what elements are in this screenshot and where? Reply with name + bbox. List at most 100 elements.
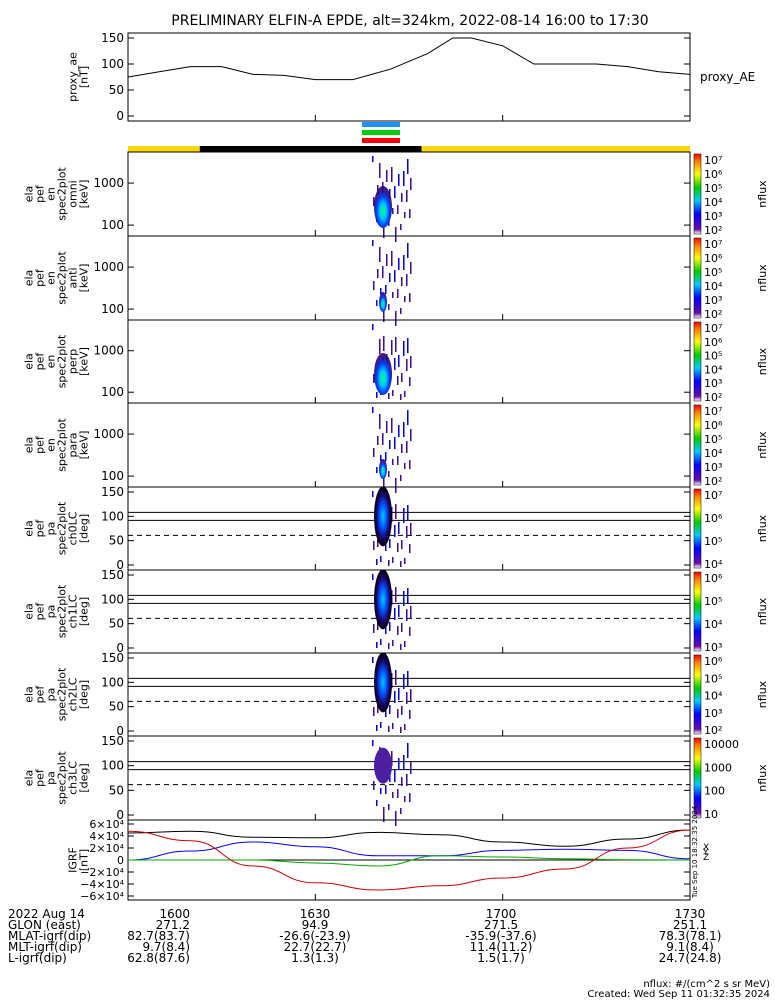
y-axis-label: elapefpaspec2plotch1LC[deg] [23,584,91,638]
spectrogram-pixel [379,247,381,262]
y-axis-label-line: spec2plot [56,667,69,721]
color-bar-label: 10⁴ [704,690,723,703]
spectrogram-pixel [377,704,379,713]
spectrogram-pixel [409,793,411,802]
spectrogram-pixel [403,422,405,437]
spectrogram-pixel [404,796,406,802]
igrf-series-2 [128,855,691,867]
spectrogram-pixel [391,418,393,433]
y-tick-label: 2×10⁴ [89,842,124,855]
spectrogram-pixel [403,591,405,606]
spectrogram-pixel [385,285,387,294]
y-axis-label-line: ela [23,437,36,454]
y-tick-label: 100 [101,759,124,773]
spectrogram-pixel [373,374,375,383]
y-axis-label-line: ch1LC [67,594,80,628]
y-tick-label: 50 [109,617,124,631]
created-stamp: Created: Wed Sep 11 01:32:35 2024 [587,989,770,1000]
footer-value: 251.1 [673,918,707,932]
spectrogram-pixel [397,456,399,465]
color-bar-label: 10⁶ [704,512,723,525]
y-axis-label: elapefpaspec2plotch3LC[deg] [23,751,91,805]
y-axis-label-line: [deg] [78,597,91,626]
color-bar-label: 10⁵ [704,535,722,548]
y-axis-label-line: ela [23,520,36,537]
color-bar [693,737,702,819]
y-tick-label: 0 [116,558,124,572]
y-axis-label-line: spec2plot [56,584,69,638]
color-bar-label: 10² [704,724,722,737]
y-axis-label: elapefenspec2plotomni[keV] [23,167,91,221]
spectrogram-pixel [398,522,400,534]
spectrogram-pixel [407,338,409,353]
color-bar-label: 10⁵ [704,182,722,195]
panel-9: IGRF[nT]6×10⁴4×10⁴2×10⁴0−2×10⁴−4×10⁴−6×1… [67,805,710,903]
footer-table: 2022 Aug 14 1600 1630 1700 1730 GLON (east) 27… [8,907,770,1000]
color-bar-title: nflux [756,264,769,292]
y-tick-label: 150 [101,568,124,582]
y-axis-label-line: spec2plot [56,501,69,555]
marker-green [362,130,400,135]
spectrogram-pixel [409,544,411,553]
spectrogram-pixel [391,751,393,766]
spectrogram-pixel [397,543,399,552]
y-axis-label-line: ela [23,603,36,620]
spectrogram-pixel [392,292,394,298]
spectrogram-pixel [377,269,379,278]
y-tick-label: 6×10⁴ [89,818,124,831]
spectrogram-pixel [409,377,411,386]
spectrogram-pixel [392,390,394,396]
spectrogram-pixel [409,209,411,218]
panel-2: elapefenspec2plotanti[keV] 100010010⁷10⁶1… [23,235,769,326]
spectrogram-pixel [397,289,399,298]
footer-row-label: 2022 Aug 14 [8,907,85,921]
color-bar-label: 10² [704,224,722,237]
color-bar-label: 10⁶ [704,168,723,181]
spectrogram-pixel [380,639,382,645]
spectrogram-pixel [372,657,374,663]
footer-value: -35.9(-37.6) [465,929,536,943]
color-bar-label: 10⁷ [704,489,722,502]
spectrogram-pixel [388,726,390,732]
spectrogram-pixel [397,205,399,214]
color-bar-label: 10⁵ [704,350,722,363]
y-axis-label-line: [deg] [78,514,91,543]
spectrogram-pixel [372,491,374,497]
spectrogram-pixel [409,627,411,636]
spectrogram-pixel [398,688,400,700]
y-axis-label-line: ch2LC [67,677,80,711]
spectrogram-pixel [383,474,385,489]
y-axis-label-line: [nT] [78,849,91,871]
spectrogram-pixel [397,376,399,385]
spectrogram-pixel [380,455,382,461]
y-tick-label: 100 [101,218,124,232]
y-axis-label-line: ch3LC [67,761,80,795]
y-axis-label-line: spec2plot [56,418,69,472]
y-axis-label-line: IGRF [67,847,80,873]
color-bar-label: 10² [704,475,722,488]
y-tick-label: 0 [117,854,124,867]
y-tick-label: 150 [101,31,124,45]
spectrogram-pixel [400,644,402,650]
figure-title: PRELIMINARY ELFIN-A EPDE, alt=324km, 202… [171,13,648,29]
color-bar-label: 10³ [704,210,722,223]
spectrogram-pixel [389,705,391,714]
spectrogram-pixel [389,622,391,631]
y-axis-label-line: [deg] [78,763,91,792]
spectrogram-pixel [379,163,381,178]
spectrogram-pixel [392,723,394,729]
igrf-legend-Y: Y [702,848,709,858]
spectrogram-pixel [395,227,397,242]
spectrogram-pixel [377,185,379,194]
color-bar-label: 10⁵ [704,595,722,608]
spectrogram-pixel [372,240,374,246]
y-tick-label: 0 [116,808,124,822]
footer-value: 82.7(83.7) [127,929,190,943]
footer-value: 1600 [159,907,190,921]
y-axis-label-line: pef [34,602,47,621]
spectrogram-pixel [391,340,393,355]
spectrogram-pixel [386,254,388,266]
y-axis-label-line: spec2plot [56,251,69,305]
spectrogram-pixel [407,159,409,174]
y-axis-label-line: pef [34,768,47,787]
